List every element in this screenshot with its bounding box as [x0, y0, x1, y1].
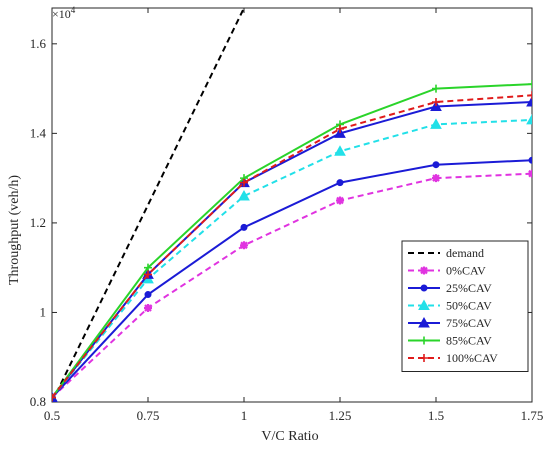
series-0pct-cav — [52, 169, 532, 402]
legend-marker — [418, 316, 430, 328]
data-point — [528, 91, 532, 100]
series-demand — [52, 8, 245, 402]
y-axis-label: Throughput (veh/h) — [7, 175, 22, 285]
data-point — [144, 270, 152, 279]
series-line — [52, 118, 532, 399]
data-point — [528, 169, 532, 178]
legend-marker — [418, 299, 430, 310]
legend-item: 50%CAV — [408, 299, 492, 313]
data-point — [430, 118, 442, 129]
y-tick-label: 1.2 — [30, 215, 46, 230]
data-point — [238, 190, 250, 201]
legend-label: 100%CAV — [446, 351, 498, 365]
x-tick-label: 0.75 — [137, 408, 160, 423]
data-point — [336, 124, 344, 133]
legend-item: 25%CAV — [408, 281, 492, 295]
series-line — [52, 159, 532, 399]
legend-item: 75%CAV — [408, 316, 492, 330]
data-point — [336, 179, 344, 187]
y-tick-label: 1.6 — [30, 36, 47, 51]
data-point — [144, 303, 152, 312]
legend-label: demand — [446, 246, 484, 260]
data-point — [144, 263, 152, 272]
data-point — [52, 393, 56, 402]
x-tick-label: 0.5 — [44, 408, 60, 423]
legend-item: 100%CAV — [408, 351, 498, 365]
series-line — [52, 83, 532, 399]
series-line — [52, 94, 532, 399]
legend-marker — [420, 284, 428, 292]
legend-item: 85%CAV — [408, 334, 492, 348]
data-point — [432, 161, 440, 169]
legend-marker — [420, 266, 428, 275]
y-tick-label: 1 — [40, 304, 47, 319]
legend-label: 85%CAV — [446, 334, 492, 348]
data-point — [432, 84, 440, 93]
data-point — [240, 178, 248, 187]
legend-label: 50%CAV — [446, 299, 492, 313]
data-point — [528, 80, 532, 89]
y-tick-label: 0.8 — [30, 394, 46, 409]
data-point — [336, 196, 344, 205]
plot-frame — [51, 7, 533, 403]
data-point — [240, 223, 248, 231]
x-axis-label: V/C Ratio — [261, 429, 318, 444]
y-axis-exponent: ×104 — [52, 5, 76, 21]
legend-item: demand — [408, 246, 484, 260]
y-tick-label: 1.4 — [30, 125, 47, 140]
x-tick-label: 1.5 — [428, 408, 444, 423]
x-tick-label: 1.75 — [521, 408, 544, 423]
legend-item: 0%CAV — [408, 264, 486, 278]
x-tick-label: 1.25 — [329, 408, 352, 423]
data-point — [432, 174, 440, 183]
legend-label: 0%CAV — [446, 264, 486, 278]
legend-marker — [420, 354, 428, 362]
legend: demand 0%CAV 25%CAV 50%CAV 75%CAV 85%CAV 100%C… — [401, 240, 529, 372]
legend-label: 25%CAV — [446, 281, 492, 295]
data-point — [432, 98, 440, 107]
plot-area: 0.5 0.75 1 1.25 1.5 1.75 0.8 1 1.2 1.4 1.6 demand 0%… — [30, 7, 544, 423]
data-point — [144, 291, 152, 299]
data-point — [334, 145, 346, 156]
data-point — [526, 113, 532, 125]
legend-label: 75%CAV — [446, 316, 492, 330]
data-point — [526, 95, 532, 107]
series-line — [52, 8, 245, 402]
series-100pct-cav — [52, 91, 532, 402]
data-point — [528, 156, 532, 164]
data-point — [240, 241, 248, 250]
legend-marker — [420, 336, 428, 345]
x-tick-label: 1 — [241, 408, 248, 423]
